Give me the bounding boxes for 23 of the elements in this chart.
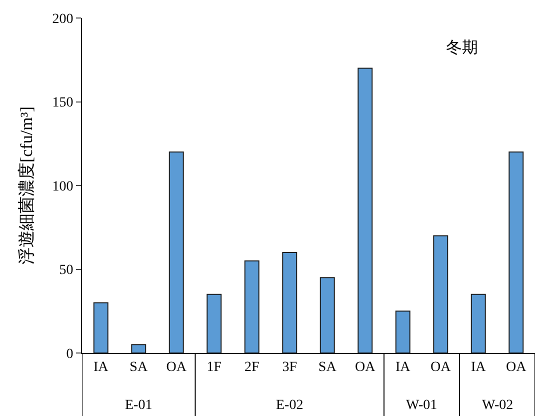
text: W-01 — [406, 398, 438, 413]
x-tick-label: OA — [166, 360, 188, 375]
x-tick-label: OA — [355, 360, 376, 375]
x-tick-label: 2F — [244, 360, 260, 375]
y-tick-label: 50 — [59, 263, 74, 278]
x-tick-label: SA — [318, 360, 338, 375]
y-axis-title: 浮遊細菌濃度[cfu/m³] — [16, 106, 36, 265]
x-tick-label: OA — [430, 360, 452, 375]
text: E-01 — [125, 398, 152, 413]
y-tick-label: 0 — [66, 346, 74, 362]
y-tick-label: 100 — [52, 179, 74, 194]
y-tick-label: 150 — [52, 96, 74, 111]
text: W-02 — [482, 398, 514, 413]
y-tick-label: 200 — [52, 12, 74, 27]
x-tick-label: IA — [470, 360, 487, 375]
text: E-02 — [276, 398, 304, 413]
text: 冬期 — [446, 38, 478, 57]
x-tick-label: IA — [93, 360, 110, 375]
x-tick-label: OA — [506, 360, 528, 375]
x-tick-label: IA — [395, 360, 412, 375]
x-tick-label: 1F — [206, 360, 222, 375]
x-tick-label: 3F — [282, 360, 298, 375]
x-tick-label: SA — [130, 360, 148, 375]
